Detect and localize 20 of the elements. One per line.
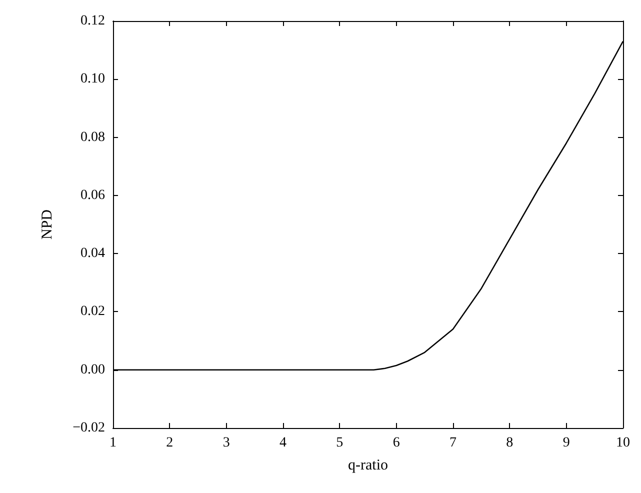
y-axis-title: NPD	[40, 209, 56, 240]
x-tick-label: 10	[616, 436, 630, 450]
x-tick-label: 9	[562, 436, 570, 450]
x-tick-label: 5	[336, 436, 344, 450]
x-axis-title: q-ratio	[348, 458, 388, 474]
y-tick-label: 0.02	[80, 304, 105, 320]
x-tick-label: 6	[392, 436, 400, 450]
y-tick-label: 0.00	[80, 362, 105, 378]
x-tick-label: 4	[280, 436, 286, 450]
y-tick-label: 0.04	[80, 246, 105, 262]
x-tick-label: 3	[222, 436, 230, 450]
x-tick-label: 8	[506, 436, 514, 450]
x-tick-label: 1	[110, 436, 116, 450]
y-tick-label: 0.10	[80, 72, 105, 87]
x-tick-label: 2	[166, 436, 174, 450]
y-tick-label: −0.02	[72, 420, 105, 436]
y-tick-label: 0.08	[80, 130, 105, 145]
y-tick-label: 0.06	[80, 188, 105, 203]
x-tick-label: 7	[450, 436, 456, 450]
y-tick-label: 0.12	[80, 14, 105, 28]
